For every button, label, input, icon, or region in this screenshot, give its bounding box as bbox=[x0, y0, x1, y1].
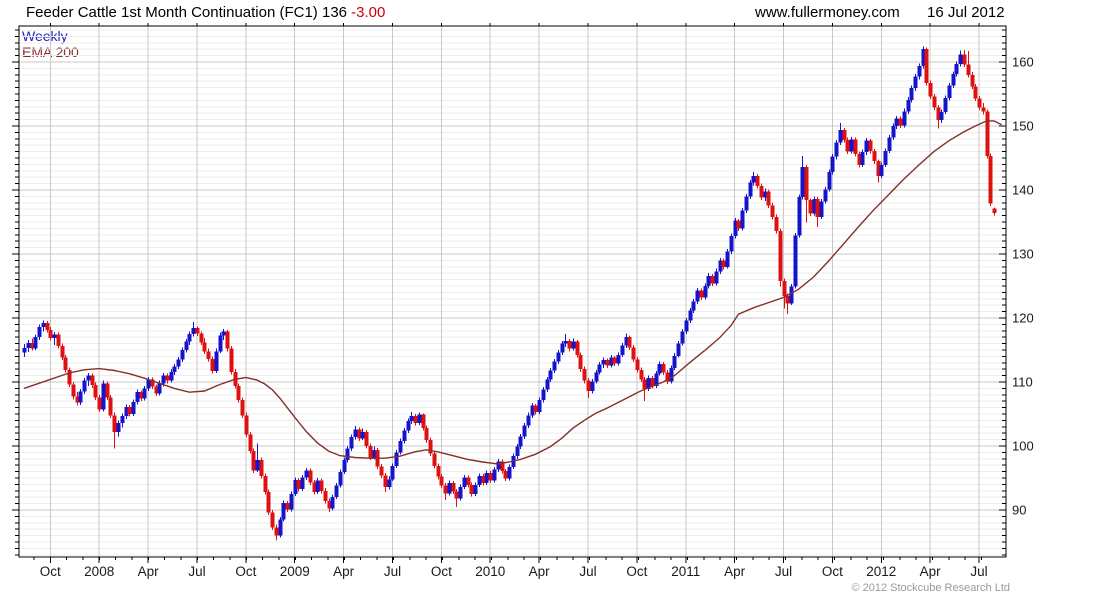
svg-text:Apr: Apr bbox=[138, 564, 160, 579]
instrument-title: Feeder Cattle 1st Month Continuation (FC… bbox=[26, 4, 347, 21]
price-change: -3.00 bbox=[351, 4, 386, 21]
svg-text:2010: 2010 bbox=[475, 564, 505, 579]
svg-text:150: 150 bbox=[1012, 119, 1034, 134]
svg-text:2008: 2008 bbox=[84, 564, 114, 579]
svg-text:160: 160 bbox=[1012, 55, 1034, 70]
svg-text:Oct: Oct bbox=[626, 564, 647, 579]
svg-text:2011: 2011 bbox=[671, 564, 700, 579]
title-bar: Feeder Cattle 1st Month Continuation (FC… bbox=[0, 0, 1100, 26]
svg-text:110: 110 bbox=[1012, 375, 1033, 390]
svg-text:2009: 2009 bbox=[280, 564, 310, 579]
svg-text:90: 90 bbox=[1012, 503, 1026, 518]
svg-text:Oct: Oct bbox=[40, 564, 61, 579]
svg-text:Apr: Apr bbox=[724, 564, 746, 579]
svg-text:Jul: Jul bbox=[970, 564, 987, 579]
svg-text:140: 140 bbox=[1012, 183, 1034, 198]
site-url: www.fullermoney.com bbox=[755, 4, 900, 21]
svg-text:Jul: Jul bbox=[188, 564, 205, 579]
svg-text:Apr: Apr bbox=[529, 564, 551, 579]
svg-text:2012: 2012 bbox=[866, 564, 896, 579]
page-title: Feeder Cattle 1st Month Continuation (FC… bbox=[26, 4, 385, 21]
svg-text:Jul: Jul bbox=[579, 564, 596, 579]
svg-text:Oct: Oct bbox=[822, 564, 843, 579]
chart-date: 16 Jul 2012 bbox=[927, 4, 1005, 21]
svg-text:Jul: Jul bbox=[775, 564, 792, 579]
svg-text:Apr: Apr bbox=[333, 564, 355, 579]
svg-text:120: 120 bbox=[1012, 311, 1034, 326]
svg-text:130: 130 bbox=[1012, 247, 1034, 262]
svg-text:Apr: Apr bbox=[920, 564, 942, 579]
svg-text:Jul: Jul bbox=[384, 564, 401, 579]
svg-text:Oct: Oct bbox=[431, 564, 452, 579]
svg-text:100: 100 bbox=[1012, 439, 1034, 454]
copyright-text: © 2012 Stockcube Research Ltd bbox=[851, 582, 1010, 594]
svg-text:Oct: Oct bbox=[235, 564, 256, 579]
